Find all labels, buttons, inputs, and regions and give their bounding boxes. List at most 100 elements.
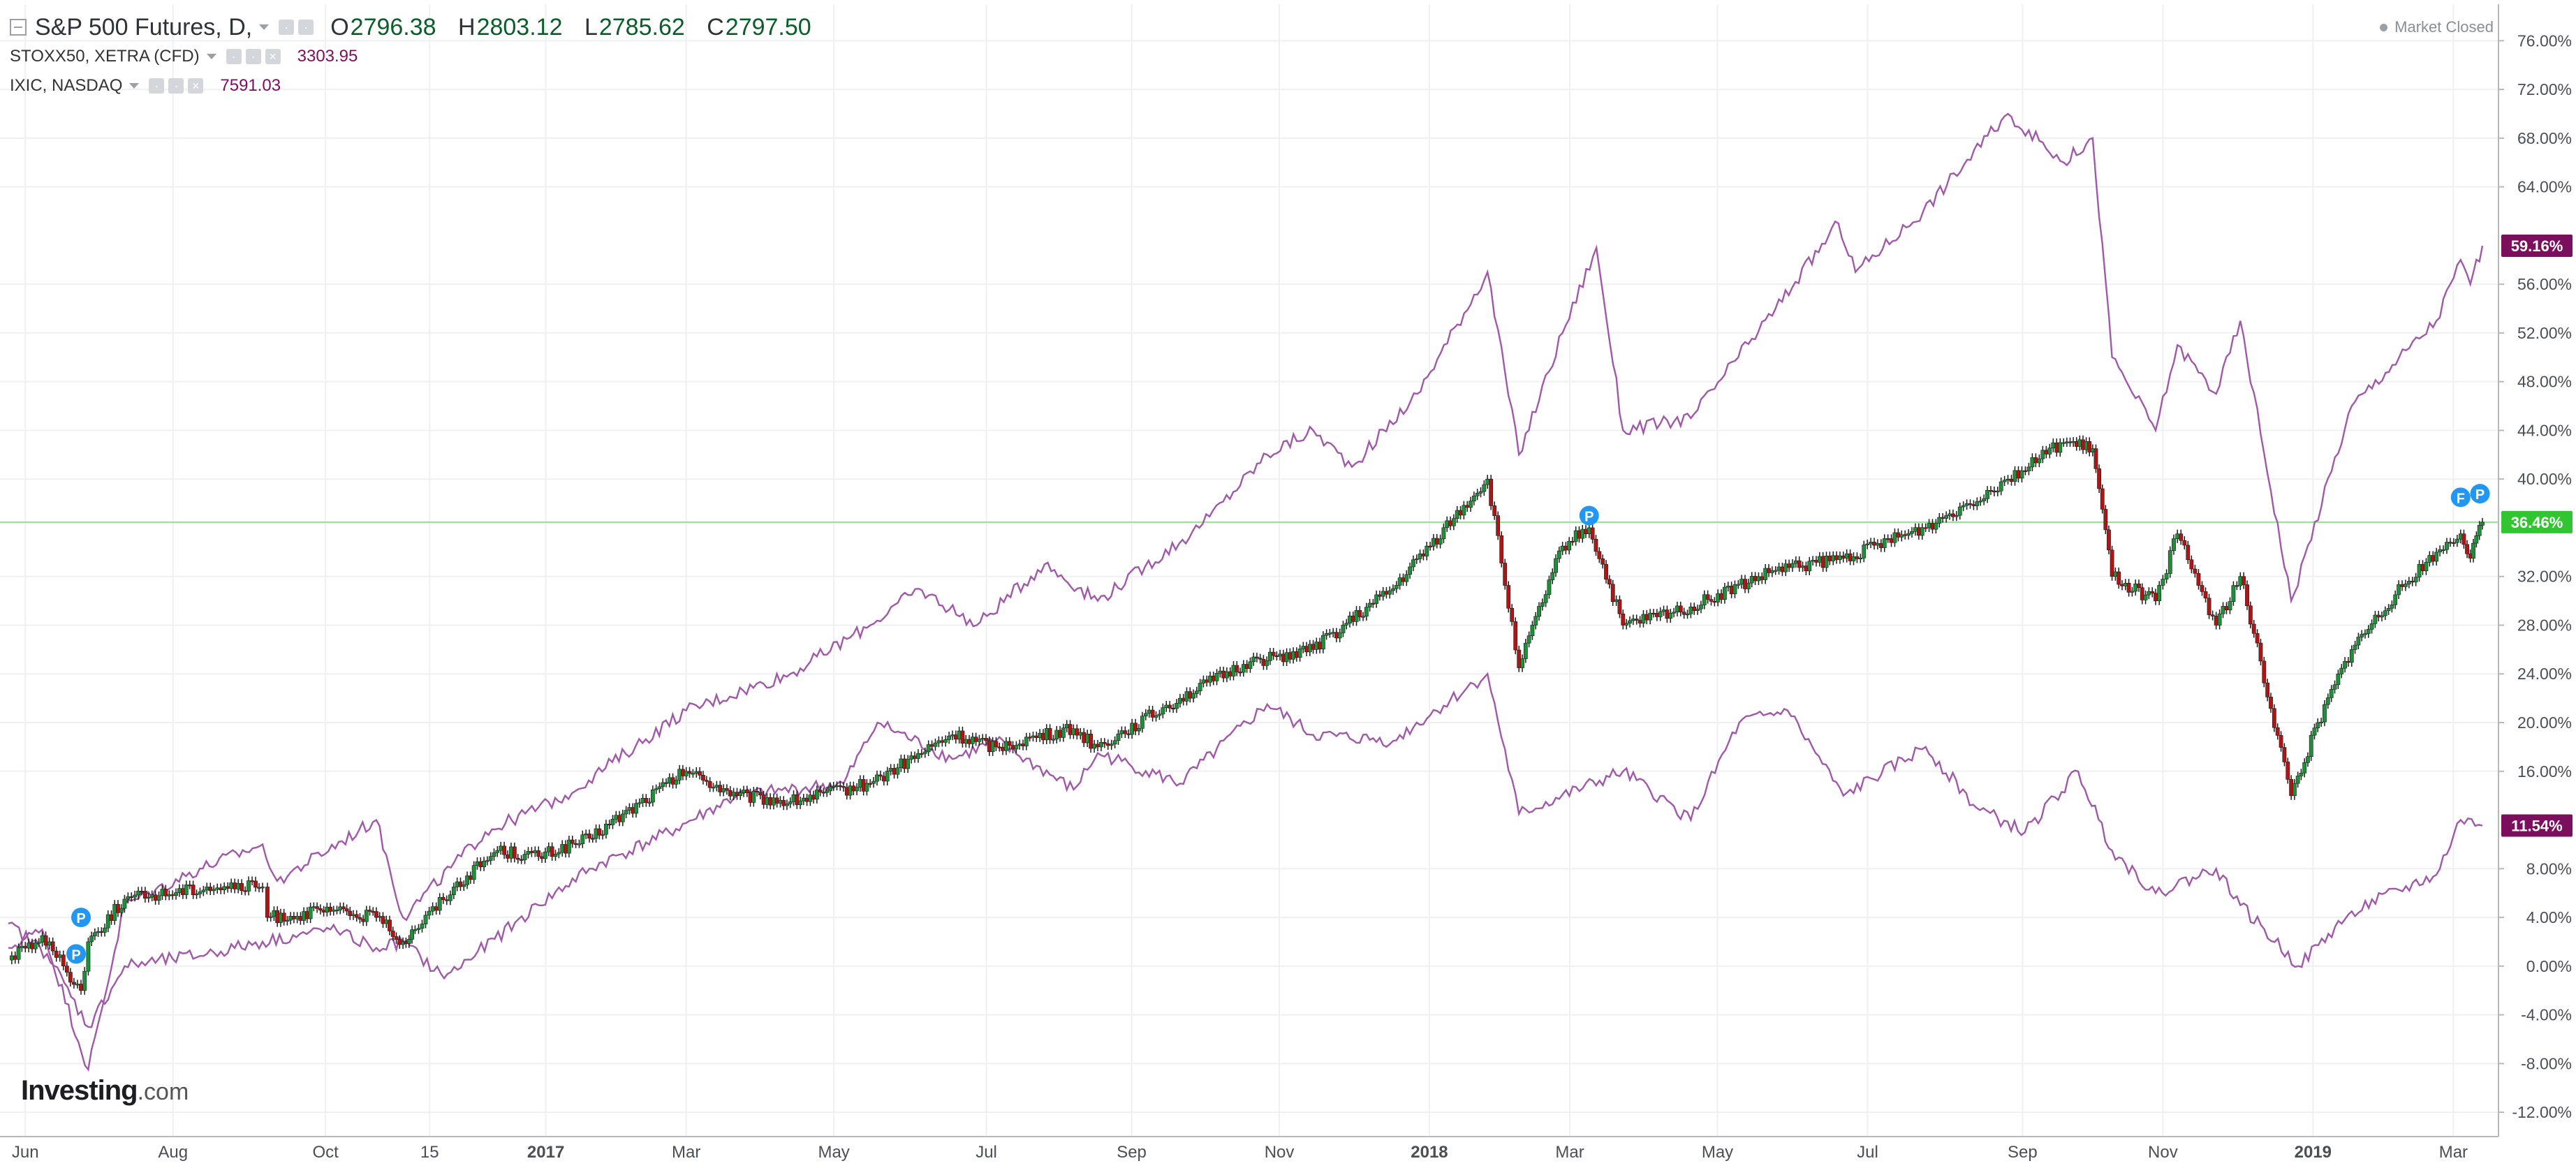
candle-body	[2058, 442, 2063, 453]
candle-body	[1520, 658, 1524, 668]
candle-body	[475, 861, 480, 866]
settings-gear-icon[interactable]: ·	[298, 20, 314, 35]
candle-body	[288, 916, 293, 921]
candle-body	[707, 781, 712, 788]
candle-body	[1168, 704, 1172, 709]
visibility-icon[interactable]: ·	[149, 78, 165, 94]
visibility-icon[interactable]: ·	[226, 49, 242, 64]
candle-body	[250, 880, 254, 882]
close-icon[interactable]: ×	[265, 49, 281, 64]
event-marker	[2450, 487, 2471, 508]
candle-body	[1126, 733, 1131, 735]
settings-gear-icon[interactable]: ·	[168, 78, 184, 94]
collapse-legend-icon[interactable]	[10, 19, 27, 36]
candle-body	[2434, 552, 2439, 562]
candle-body	[987, 740, 992, 753]
legend-overlay-row-ixic[interactable]: IXIC, NASDAQ · · × 7591.03	[10, 71, 827, 101]
candle-body	[253, 880, 258, 888]
candle-body	[1112, 740, 1117, 745]
candle-body	[2380, 615, 2384, 618]
candle-body	[215, 887, 220, 890]
candle-body	[272, 910, 277, 917]
candle-body	[844, 787, 849, 796]
candle-body	[265, 887, 270, 918]
candle-body	[99, 931, 104, 933]
close-icon[interactable]: ×	[188, 78, 204, 94]
candle-body	[2123, 583, 2128, 586]
overlay-symbol-label[interactable]: STOXX50, XETRA (CFD)	[10, 47, 200, 66]
candle-body	[1071, 728, 1076, 735]
candle-body	[1787, 563, 1792, 568]
candle-body	[604, 823, 608, 835]
candle-body	[1934, 523, 1938, 530]
candle-body	[275, 910, 280, 923]
candle-body	[1621, 613, 1626, 626]
chevron-down-icon[interactable]	[129, 83, 140, 89]
candle-body	[374, 911, 378, 918]
candle-body	[40, 935, 45, 943]
candle-body	[1554, 558, 1558, 573]
candle-body	[96, 931, 101, 933]
candle-body	[557, 852, 561, 855]
candle-body	[2454, 538, 2459, 543]
candle-body	[2448, 542, 2452, 544]
candle-body	[1709, 599, 1714, 602]
candle-body	[540, 856, 544, 859]
y-tick-label: 8.00%	[2526, 859, 2572, 878]
candle-body	[1261, 658, 1266, 666]
candle-body	[1357, 610, 1362, 617]
candle-body	[758, 792, 763, 796]
candle-body	[1411, 559, 1415, 568]
candle-body	[861, 779, 866, 792]
candle-body	[1255, 656, 1259, 658]
candle-body	[881, 776, 886, 782]
candle-body	[246, 880, 251, 892]
candle-body	[68, 972, 73, 983]
candle-body	[129, 896, 134, 899]
candle-body	[1188, 691, 1193, 699]
candle-body	[208, 887, 213, 892]
x-tick-label: Mar	[1555, 1143, 1584, 1162]
y-tick-label: 72.00%	[2517, 80, 2572, 98]
candle-body	[2319, 721, 2324, 723]
candle-body	[315, 906, 319, 909]
overlay-symbol-label[interactable]: IXIC, NASDAQ	[10, 76, 123, 95]
candle-body	[1705, 594, 1710, 600]
legend-overlay-row-stoxx[interactable]: STOXX50, XETRA (CFD) · · × 3303.95	[10, 42, 827, 71]
main-symbol-label[interactable]: S&P 500 Futures, D,	[35, 13, 253, 40]
candle-body	[1130, 723, 1135, 735]
candle-body	[909, 755, 913, 760]
candle-body	[23, 945, 28, 949]
candle-body	[318, 908, 323, 911]
candle-body	[302, 911, 307, 921]
candle-body	[50, 941, 55, 952]
legend-main-row[interactable]: S&P 500 Futures, D, · · O2796.38 H2803.1…	[10, 13, 827, 42]
candle-body	[1743, 579, 1747, 589]
candle-body	[499, 845, 503, 851]
candle-body	[550, 846, 554, 857]
chevron-down-icon[interactable]	[259, 24, 270, 30]
candle-body	[1371, 603, 1376, 605]
overlay-value: 3303.95	[297, 47, 358, 66]
candle-body	[2214, 616, 2218, 626]
candle-body	[1248, 661, 1253, 669]
candle-body	[1678, 605, 1683, 612]
candle-body	[397, 939, 402, 945]
candle-body	[321, 910, 326, 912]
ohlc-close-key: C	[707, 13, 724, 40]
candle-body	[1927, 523, 1931, 528]
candle-body	[841, 786, 846, 788]
settings-gear-icon[interactable]: ·	[245, 49, 261, 64]
candle-body	[566, 839, 571, 854]
candle-body	[1096, 744, 1100, 748]
candle-body	[913, 755, 917, 759]
candle-body	[1658, 611, 1663, 617]
chevron-down-icon[interactable]	[206, 54, 216, 59]
candle-body	[1428, 545, 1432, 547]
candle-body	[1844, 553, 1849, 559]
visibility-icon[interactable]: ·	[279, 20, 295, 35]
candle-body	[388, 919, 392, 931]
last-value-tag	[2501, 814, 2573, 837]
